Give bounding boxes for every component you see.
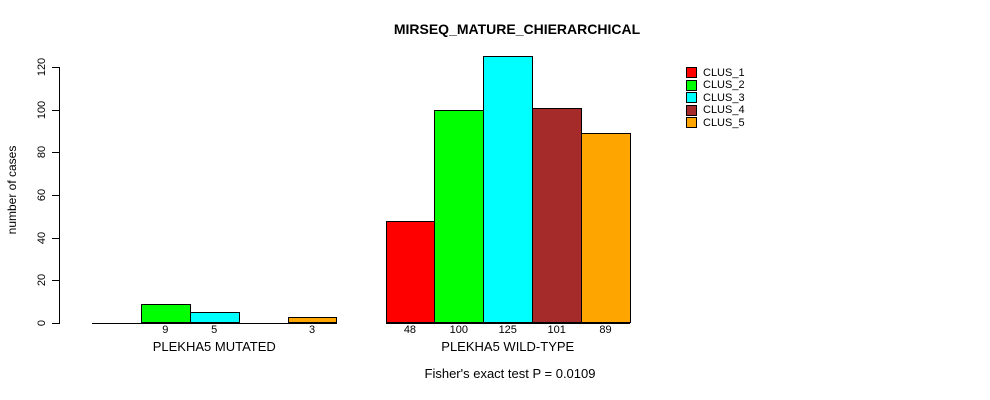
bar [532,107,583,323]
y-axis-label: number of cases [5,145,19,235]
y-axis-tick-label: 40 [36,231,48,244]
bar-value-label: 89 [599,324,612,336]
legend-swatch [686,104,697,116]
group-label: PLEKHA5 MUTATED [152,339,276,354]
bar-value-label: 5 [211,324,218,336]
bar-value-label: 125 [498,324,517,336]
y-axis-tick-label: 0 [36,319,48,327]
legend-swatch [686,92,697,103]
legend-item: CLUS_3 [686,92,745,104]
legend-label: CLUS_4 [703,104,745,116]
chart-title: MIRSEQ_MATURE_CHIERARCHICAL [393,21,641,37]
y-axis-tick [52,67,59,68]
y-axis-tick [52,109,59,111]
bar-value-label: 101 [547,324,566,336]
legend-swatch [686,79,697,91]
y-axis-tick [52,195,59,196]
legend-item: CLUS_5 [686,117,745,129]
y-axis-tick-label: 60 [36,188,48,202]
legend-item: CLUS_4 [686,104,745,116]
y-axis-tick-label: 20 [36,274,48,287]
bar [581,133,631,323]
group-baseline [92,323,337,324]
legend-item: CLUS_2 [686,79,745,91]
bar [434,109,485,323]
bar-value-label: 48 [403,324,417,336]
legend-swatch [686,117,697,128]
legend-label: CLUS_1 [703,66,745,79]
y-axis-tick [52,152,59,154]
bar [189,312,240,323]
y-axis-tick [52,280,59,282]
legend-item: CLUS_1 [686,67,745,79]
group-label: PLEKHA5 WILD-TYPE [441,339,575,354]
y-axis-line [59,67,60,324]
bar [287,316,338,323]
bar-value-label: 9 [162,324,169,336]
legend-label: CLUS_2 [703,79,745,91]
y-axis-tick [52,323,59,324]
group-baseline [385,323,630,324]
legend-label: CLUS_3 [703,91,745,104]
y-axis-tick-label: 80 [36,146,48,159]
annotation-text: Fisher's exact test P = 0.0109 [424,366,596,381]
legend-swatch [686,67,697,78]
y-axis-tick-label: 100 [36,100,48,119]
bar-value-label: 100 [449,324,469,336]
bar [385,220,436,323]
y-axis-tick-label: 120 [36,57,48,77]
y-axis-tick [52,237,59,239]
bar-value-label: 3 [308,324,316,336]
legend-label: CLUS_5 [703,116,745,129]
bar [483,56,534,323]
bar [140,303,191,323]
